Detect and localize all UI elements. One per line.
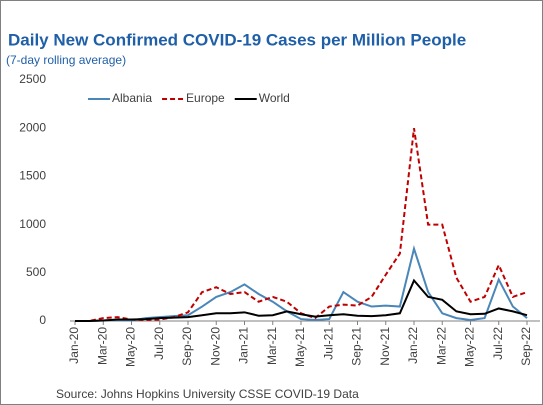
y-tick-label: 2500 [19, 72, 46, 86]
x-tick-label: Nov-21 [378, 327, 392, 366]
chart-subtitle: (7-day rolling average) [6, 53, 126, 67]
x-tick-label: Mar-22 [434, 327, 448, 365]
series-line [75, 278, 528, 322]
x-tick-label: Sep-22 [519, 327, 533, 366]
legend-label: Albania [112, 91, 152, 105]
x-tick-label: Sep-20 [180, 327, 194, 366]
y-tick-label: 1000 [19, 217, 46, 231]
legend-label: Europe [186, 91, 225, 105]
source-note: Source: Johns Hopkins University CSSE CO… [56, 387, 359, 401]
series-line [75, 128, 528, 322]
y-tick-label: 500 [26, 265, 46, 279]
x-tick-label: Jan-22 [406, 327, 420, 364]
x-tick-label: Jan-20 [67, 327, 81, 364]
y-tick-label: 0 [39, 313, 46, 327]
x-tick-label: Jan-21 [237, 327, 251, 364]
x-tick-label: Jul-20 [152, 327, 166, 360]
legend-label: World [259, 91, 290, 105]
chart-title: Daily New Confirmed COVID-19 Cases per M… [8, 30, 466, 49]
y-tick-label: 1500 [19, 169, 46, 183]
x-tick-label: May-20 [124, 327, 138, 367]
series-line [75, 245, 528, 322]
x-tick-label: May-22 [463, 327, 477, 367]
x-tick-label: May-21 [293, 327, 307, 367]
x-tick-label: Mar-21 [265, 327, 279, 365]
x-tick-label: Nov-20 [208, 327, 222, 366]
x-tick-label: Mar-20 [95, 327, 109, 365]
x-tick-label: Jul-22 [491, 327, 505, 360]
x-tick-label: Jul-21 [321, 327, 335, 360]
y-tick-label: 2000 [19, 120, 46, 134]
x-tick-label: Sep-21 [350, 327, 364, 366]
